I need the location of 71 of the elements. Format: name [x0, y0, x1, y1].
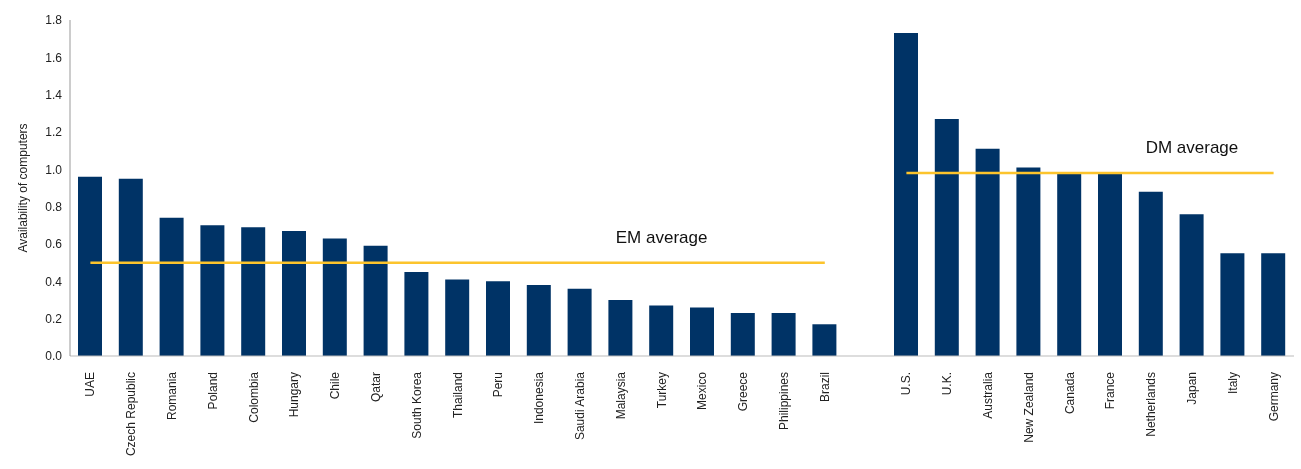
x-tick-label: Peru — [491, 372, 506, 398]
x-tick-label: Netherlands — [1144, 372, 1159, 437]
bar — [690, 307, 714, 356]
bar — [649, 305, 674, 356]
x-tick-label: Italy — [1225, 372, 1240, 395]
series-label: EM average — [615, 227, 708, 247]
x-tick-label: Indonesia — [532, 371, 547, 425]
bar — [975, 148, 1000, 356]
x-tick-label: Greece — [736, 371, 751, 412]
x-tick-label: Turkey — [654, 372, 669, 409]
bar — [1057, 173, 1082, 356]
bar — [608, 300, 633, 356]
x-tick-label: Poland — [205, 372, 220, 410]
bar — [1220, 253, 1245, 356]
x-tick-label: U.S. — [899, 372, 914, 396]
bar — [282, 230, 306, 356]
bar — [404, 272, 429, 356]
x-tick-label: Japan — [1185, 372, 1199, 405]
bar — [567, 288, 592, 356]
y-tick-label: 1.8 — [45, 13, 63, 28]
y-tick-label: 1.0 — [45, 162, 63, 177]
x-tick-label: Mexico — [695, 371, 710, 411]
bar — [1098, 173, 1122, 356]
bar — [159, 217, 184, 356]
bar — [730, 313, 755, 356]
y-tick-label: 0.8 — [45, 199, 63, 214]
y-tick-label: 0.4 — [45, 274, 63, 289]
bar — [894, 33, 918, 356]
y-tick-label: 0.2 — [45, 311, 63, 326]
x-tick-label: Chile — [328, 371, 343, 400]
x-tick-label: Australia — [981, 371, 995, 419]
x-tick-label: Philippines — [777, 372, 791, 431]
bar — [771, 313, 796, 356]
x-tick-label: New Zealand — [1021, 372, 1036, 443]
x-tick-label: France — [1103, 371, 1118, 410]
bar — [486, 281, 510, 356]
bar — [363, 245, 388, 356]
x-tick-label: U.K. — [940, 372, 955, 396]
x-tick-label: Canada — [1062, 371, 1077, 415]
bar — [118, 178, 143, 356]
x-tick-label: Czech Republic — [124, 372, 139, 457]
bar — [78, 176, 102, 356]
y-tick-label: 1.2 — [45, 125, 63, 140]
bar — [445, 279, 470, 356]
bar — [1138, 191, 1163, 356]
x-tick-label: Brazil — [817, 372, 832, 403]
bar — [1179, 214, 1204, 356]
y-tick-label: 0.6 — [45, 237, 63, 252]
x-tick-label: UAE — [83, 372, 98, 397]
x-tick-label: Thailand — [450, 372, 465, 419]
bar — [1261, 253, 1286, 356]
bar — [934, 118, 959, 356]
series-label: DM average — [1145, 138, 1239, 158]
x-tick-label: Saudi Arabia — [573, 371, 587, 441]
x-tick-label: Malaysia — [613, 371, 628, 420]
y-tick-label: 0.0 — [45, 349, 63, 364]
x-tick-label: Romania — [165, 371, 179, 421]
bar — [526, 285, 551, 356]
x-tick-label: Hungary — [287, 372, 302, 418]
x-tick-label: Qatar — [369, 372, 383, 403]
x-tick-label: Colombia — [246, 371, 261, 423]
y-tick-label: 1.4 — [45, 87, 63, 102]
y-axis-title: Availability of computers — [16, 123, 31, 253]
bar — [812, 324, 837, 356]
x-tick-label: South Korea — [409, 371, 424, 439]
bar — [322, 238, 347, 356]
bar — [200, 225, 225, 356]
y-tick-label: 1.6 — [45, 50, 63, 65]
bar — [1016, 167, 1041, 356]
bar — [241, 227, 266, 356]
x-tick-label: Germany — [1266, 372, 1281, 422]
